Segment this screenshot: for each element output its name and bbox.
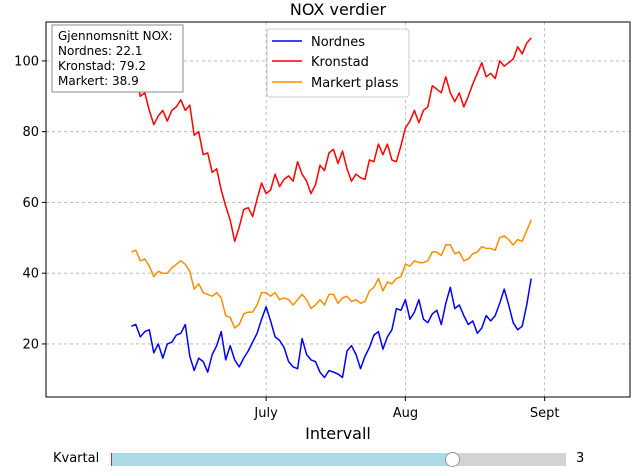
x-axis-ticks: July Aug Sept — [253, 397, 559, 421]
y-axis-ticks: 20 40 60 80 100 — [14, 54, 46, 352]
y-tick-label: 80 — [22, 125, 39, 140]
series-line-nordnes — [131, 278, 532, 379]
legend-label-kronstad: Kronstad — [311, 55, 369, 70]
y-tick-label: 100 — [14, 54, 39, 69]
annotation-line-kronstad: Kronstad: 79.2 — [58, 59, 146, 73]
quarter-slider: Kvartal 3 — [0, 446, 635, 472]
legend-label-nordnes: Nordnes — [311, 35, 365, 50]
slider-handle[interactable] — [445, 452, 461, 467]
slider-label: Kvartal — [53, 451, 100, 466]
slider-min-marker — [111, 453, 112, 466]
y-tick-label: 60 — [22, 196, 39, 211]
x-tick-label: July — [253, 406, 278, 421]
nox-line-chart: 20 40 60 80 100 July Aug Sept NOX verdier Inte… — [14, 0, 631, 443]
annotation-line-markert: Markert: 38.9 — [58, 74, 139, 88]
x-tick-label: Aug — [393, 406, 418, 421]
x-tick-label: Sept — [530, 406, 560, 421]
x-axis-label: Intervall — [305, 424, 371, 443]
slider-track[interactable] — [111, 452, 566, 467]
average-annotation-box: Gjennomsnitt NOX: Nordnes: 22.1 Kronstad… — [51, 24, 184, 93]
slider-fill — [111, 453, 453, 466]
series-line-kronstad — [130, 37, 532, 243]
y-tick-label: 40 — [22, 267, 39, 282]
legend-frame — [266, 28, 410, 98]
y-tick-label: 20 — [22, 337, 39, 352]
legend: Nordnes Kronstad Markert plass — [266, 28, 410, 98]
slider-value: 3 — [576, 451, 585, 466]
series-line-markert-plass — [131, 219, 532, 329]
annotation-line-nordnes: Nordnes: 22.1 — [58, 44, 142, 58]
series-lines — [130, 37, 532, 379]
plot-frame — [45, 21, 631, 398]
annotation-title: Gjennomsnitt NOX: — [58, 29, 173, 43]
legend-label-markert: Markert plass — [311, 76, 399, 91]
chart-title: NOX verdier — [290, 0, 387, 19]
